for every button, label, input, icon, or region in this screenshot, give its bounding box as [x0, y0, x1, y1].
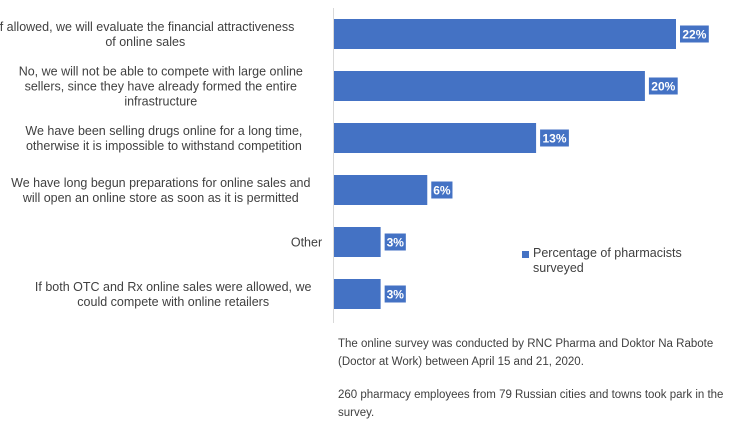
value-label-box	[384, 233, 406, 251]
survey-note: The online survey was conducted by RNC P…	[338, 338, 714, 368]
category-label: If both OTC and Rx online sales were all…	[35, 280, 312, 309]
bars	[334, 19, 676, 309]
value-label-box	[680, 25, 709, 43]
category-label: No, we will not be able to compete with …	[19, 65, 303, 109]
value-label-box	[648, 77, 678, 95]
bar	[334, 71, 645, 101]
category-label: Other	[291, 236, 322, 250]
bar	[334, 123, 537, 153]
value-label-box	[431, 181, 453, 199]
bar	[334, 19, 676, 49]
value-label: 3%	[387, 236, 405, 250]
legend: Percentage of pharmacists surveyed	[522, 246, 727, 276]
value-label: 3%	[387, 288, 405, 302]
value-label: 13%	[542, 132, 566, 146]
bar	[334, 279, 381, 309]
value-label: 6%	[433, 184, 451, 198]
category-label: We have been selling drugs online for a …	[25, 124, 302, 153]
category-label: If allowed, we will evaluate the financi…	[0, 20, 294, 49]
value-label-box	[540, 129, 569, 147]
category-label: We have long begun preparations for onli…	[11, 176, 310, 205]
sample-note: 260 pharmacy employees from 79 Russian c…	[338, 389, 724, 419]
category-labels: If allowed, we will evaluate the financi…	[0, 20, 322, 309]
legend-swatch	[522, 251, 529, 258]
legend-label-line-2: surveyed	[533, 261, 584, 275]
value-label-box	[384, 285, 406, 303]
bar	[334, 175, 428, 205]
value-label: 22%	[682, 28, 706, 42]
legend-label: Percentage of pharmacists surveyed	[533, 246, 727, 276]
legend-label-line-1: Percentage of pharmacists	[533, 246, 682, 260]
value-labels: 22% 20% 13% 6% 3% 3%	[384, 25, 709, 303]
bar	[334, 227, 381, 257]
value-label: 20%	[651, 80, 675, 94]
